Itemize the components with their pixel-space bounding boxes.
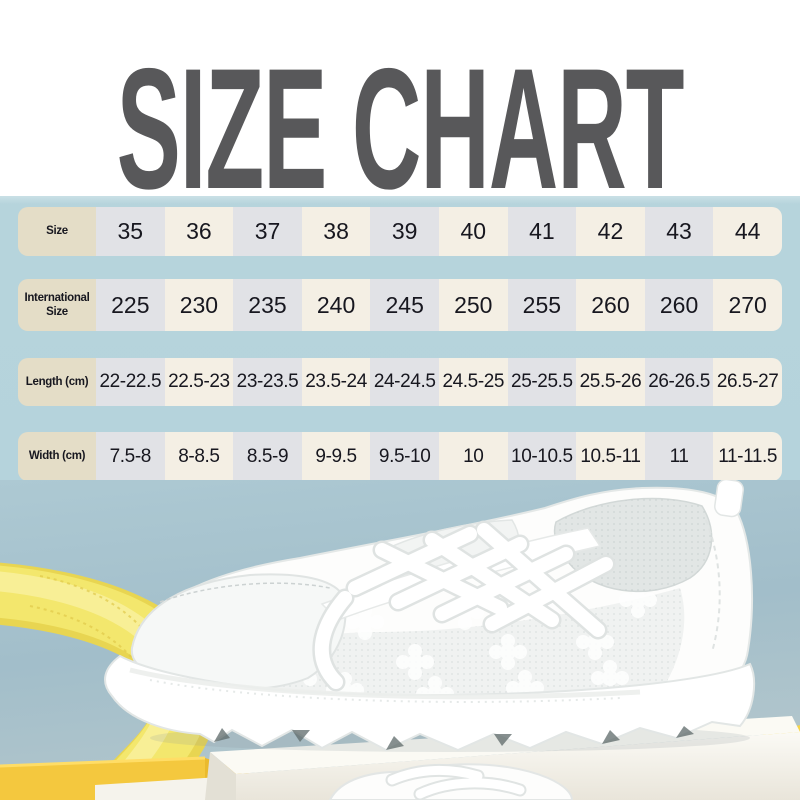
size-cell: 260: [576, 279, 645, 331]
row-label: Width (cm): [18, 432, 96, 481]
size-cell: 22.5-23: [164, 358, 234, 406]
table-row-width: Width (cm) 7.5-8 8-8.5 8.5-9 9-9.5 9.5-1…: [18, 432, 782, 481]
size-cell: 26-26.5: [644, 358, 714, 406]
table-row-international-size: International Size 225 230 235 240 245 2…: [18, 279, 782, 331]
row-label: Size: [18, 207, 96, 256]
table-row-size: Size 35 36 37 38 39 40 41 42 43 44: [18, 207, 782, 256]
size-cell: 23-23.5: [233, 358, 302, 406]
row-label: Length (cm): [18, 358, 96, 406]
size-cell: 235: [233, 279, 302, 331]
size-cell: 9-9.5: [301, 432, 371, 481]
size-table: Size 35 36 37 38 39 40 41 42 43 44 Inter…: [0, 196, 800, 481]
size-cell: 26.5-27: [713, 358, 782, 406]
title-band: SIZE CHART: [0, 0, 800, 196]
second-shoe-partial: [328, 763, 574, 800]
size-cell: 38: [301, 207, 371, 256]
size-cell: 8-8.5: [164, 432, 234, 481]
sole-lug-notches: [214, 726, 694, 750]
size-cell: 23.5-24: [301, 358, 371, 406]
page-title: SIZE CHART: [116, 32, 685, 196]
size-cell: 40: [438, 207, 508, 256]
size-cell: 240: [301, 279, 371, 331]
size-cell: 8.5-9: [233, 432, 302, 481]
size-cell: 42: [576, 207, 645, 256]
size-cell: 25-25.5: [507, 358, 577, 406]
size-cell: 10: [438, 432, 508, 481]
size-cell: 10-10.5: [507, 432, 577, 481]
size-cell: 22-22.5: [96, 358, 165, 406]
size-cell: 36: [164, 207, 234, 256]
size-cell: 250: [438, 279, 508, 331]
size-cell: 24-24.5: [370, 358, 439, 406]
sneaker-photo-illustration: [0, 480, 800, 800]
size-cell: 35: [96, 207, 165, 256]
size-cell: 10.5-11: [576, 432, 645, 481]
size-cell: 260: [644, 279, 714, 331]
table-row-length: Length (cm) 22-22.5 22.5-23 23-23.5 23.5…: [18, 358, 782, 406]
size-cell: 230: [164, 279, 234, 331]
size-cell: 39: [370, 207, 439, 256]
size-cell: 225: [96, 279, 165, 331]
size-cell: 11-11.5: [713, 432, 782, 481]
size-cell: 9.5-10: [370, 432, 439, 481]
size-cell: 7.5-8: [96, 432, 165, 481]
size-cell: 24.5-25: [438, 358, 508, 406]
laces: [312, 520, 616, 692]
size-cell: 245: [370, 279, 439, 331]
size-cell: 255: [507, 279, 577, 331]
size-cell: 11: [644, 432, 714, 481]
size-cell: 25.5-26: [576, 358, 645, 406]
size-cell: 270: [713, 279, 782, 331]
sneaker-illustration: [104, 480, 756, 752]
size-cell: 37: [233, 207, 302, 256]
size-cell: 43: [644, 207, 714, 256]
size-cell: 41: [507, 207, 577, 256]
size-cell: 44: [713, 207, 782, 256]
product-photo: [0, 480, 800, 800]
row-label: International Size: [18, 279, 96, 331]
